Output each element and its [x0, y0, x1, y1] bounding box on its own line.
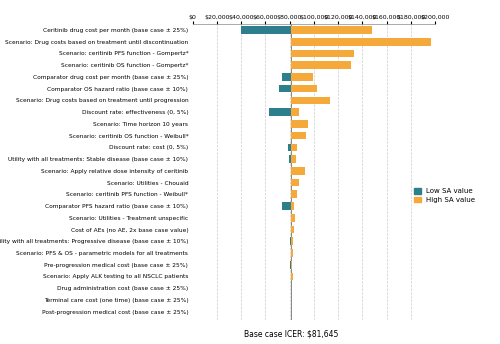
Bar [292, 179, 299, 186]
Bar [289, 155, 292, 163]
Bar [288, 143, 292, 151]
Bar [292, 143, 298, 151]
Bar [292, 191, 298, 198]
Bar [290, 261, 292, 269]
Bar [282, 202, 292, 210]
Bar [292, 50, 354, 57]
Bar [269, 108, 291, 116]
Legend: Low SA value, High SA value: Low SA value, High SA value [414, 188, 475, 203]
Bar [278, 85, 291, 93]
Bar [241, 26, 292, 34]
Bar [292, 108, 299, 116]
Bar [292, 202, 294, 210]
Bar [292, 120, 308, 128]
Bar [292, 97, 330, 104]
Text: Base case ICER: $81,645: Base case ICER: $81,645 [244, 329, 338, 338]
Bar [292, 214, 295, 222]
Bar [292, 249, 293, 257]
Bar [292, 167, 306, 175]
Bar [292, 155, 296, 163]
Bar [292, 85, 318, 93]
Bar [282, 73, 292, 81]
Bar [292, 132, 306, 139]
Bar [290, 237, 292, 245]
Bar [292, 61, 352, 69]
Bar [292, 73, 312, 81]
Bar [292, 226, 294, 233]
Bar [292, 26, 372, 34]
Bar [292, 38, 432, 45]
